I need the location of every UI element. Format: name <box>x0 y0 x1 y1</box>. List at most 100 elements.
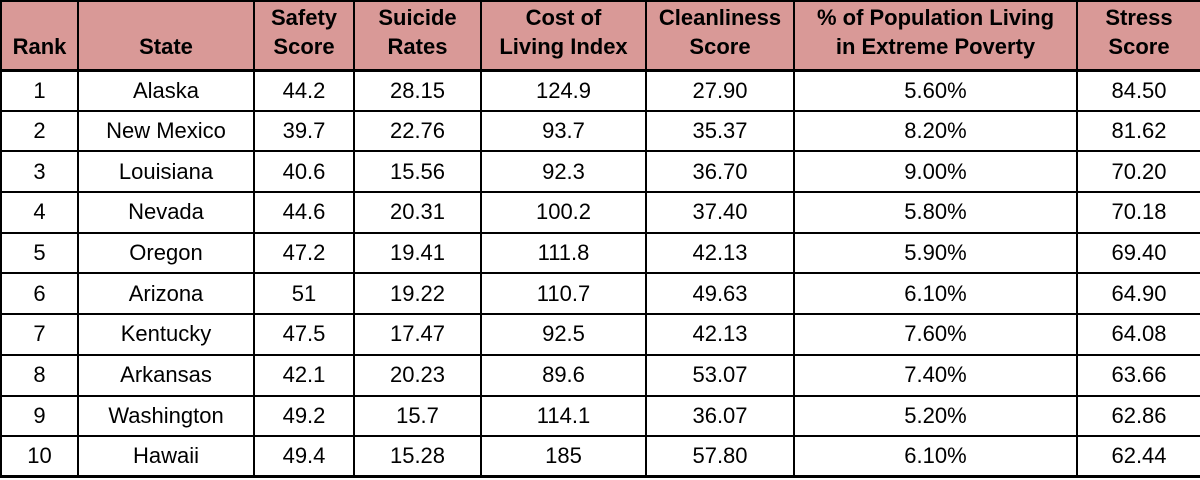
cell-pct-population-extreme-poverty: 5.20% <box>793 394 1078 438</box>
cell-safety-score: 49.2 <box>253 394 355 438</box>
cell-safety-score: 44.6 <box>253 191 355 234</box>
table-header-row: Rank State Safety Score Suicide Rates Cost o… <box>0 0 1200 72</box>
cell-safety-score: 47.5 <box>253 313 355 356</box>
column-header-suicide-rates: Suicide Rates <box>353 0 482 72</box>
cell-state: Nevada <box>77 191 255 234</box>
column-header-safety-score: Safety Score <box>253 0 355 72</box>
cell-cost-of-living-index: 114.1 <box>480 394 647 438</box>
table-row: 10 Hawaii 49.4 15.28 185 57.80 6.10% 62.44 <box>0 435 1200 478</box>
cell-state: New Mexico <box>77 109 255 153</box>
cell-cost-of-living-index: 92.5 <box>480 313 647 356</box>
cell-suicide-rates: 22.76 <box>353 109 482 153</box>
table-header: Rank State Safety Score Suicide Rates Cost o… <box>0 0 1200 72</box>
cell-cost-of-living-index: 124.9 <box>480 69 647 112</box>
cell-pct-population-extreme-poverty: 8.20% <box>793 109 1078 153</box>
cell-cost-of-living-index: 185 <box>480 435 647 478</box>
cell-suicide-rates: 20.31 <box>353 191 482 234</box>
cell-stress-score: 62.44 <box>1076 435 1200 478</box>
cell-suicide-rates: 15.28 <box>353 435 482 478</box>
cell-cleanliness-score: 37.40 <box>645 191 795 234</box>
cell-cleanliness-score: 53.07 <box>645 353 795 397</box>
column-header-cleanliness-score: Cleanliness Score <box>645 0 795 72</box>
cell-suicide-rates: 17.47 <box>353 313 482 356</box>
cell-cleanliness-score: 36.07 <box>645 394 795 438</box>
cell-state: Arkansas <box>77 353 255 397</box>
column-header-cost-of-living-index: Cost of Living Index <box>480 0 647 72</box>
cell-rank: 8 <box>0 353 79 397</box>
cell-state: Hawaii <box>77 435 255 478</box>
table-row: 9 Washington 49.2 15.7 114.1 36.07 5.20% 62.86 <box>0 394 1200 438</box>
cell-rank: 7 <box>0 313 79 356</box>
cell-safety-score: 39.7 <box>253 109 355 153</box>
cell-stress-score: 70.18 <box>1076 191 1200 234</box>
column-header-rank: Rank <box>0 0 79 72</box>
cell-rank: 10 <box>0 435 79 478</box>
cell-state: Louisiana <box>77 150 255 194</box>
cell-cleanliness-score: 57.80 <box>645 435 795 478</box>
cell-state: Arizona <box>77 272 255 316</box>
table-row: 7 Kentucky 47.5 17.47 92.5 42.13 7.60% 64.08 <box>0 313 1200 356</box>
cell-cleanliness-score: 36.70 <box>645 150 795 194</box>
cell-rank: 5 <box>0 231 79 275</box>
cell-rank: 4 <box>0 191 79 234</box>
cell-suicide-rates: 15.56 <box>353 150 482 194</box>
cell-suicide-rates: 19.41 <box>353 231 482 275</box>
cell-rank: 9 <box>0 394 79 438</box>
cell-cleanliness-score: 35.37 <box>645 109 795 153</box>
cell-cost-of-living-index: 110.7 <box>480 272 647 316</box>
cell-stress-score: 64.08 <box>1076 313 1200 356</box>
cell-rank: 1 <box>0 69 79 112</box>
cell-suicide-rates: 20.23 <box>353 353 482 397</box>
table-row: 5 Oregon 47.2 19.41 111.8 42.13 5.90% 69.40 <box>0 231 1200 275</box>
cell-stress-score: 64.90 <box>1076 272 1200 316</box>
table-row: 2 New Mexico 39.7 22.76 93.7 35.37 8.20% 81.62 <box>0 109 1200 153</box>
table-row: 8 Arkansas 42.1 20.23 89.6 53.07 7.40% 63.66 <box>0 353 1200 397</box>
cell-safety-score: 47.2 <box>253 231 355 275</box>
table-row: 1 Alaska 44.2 28.15 124.9 27.90 5.60% 84.50 <box>0 69 1200 112</box>
column-header-stress-score: Stress Score <box>1076 0 1200 72</box>
cell-cost-of-living-index: 111.8 <box>480 231 647 275</box>
cell-pct-population-extreme-poverty: 5.80% <box>793 191 1078 234</box>
cell-state: Alaska <box>77 69 255 112</box>
cell-cleanliness-score: 27.90 <box>645 69 795 112</box>
cell-pct-population-extreme-poverty: 6.10% <box>793 435 1078 478</box>
cell-pct-population-extreme-poverty: 6.10% <box>793 272 1078 316</box>
cell-stress-score: 62.86 <box>1076 394 1200 438</box>
cell-safety-score: 44.2 <box>253 69 355 112</box>
cell-cleanliness-score: 49.63 <box>645 272 795 316</box>
cell-pct-population-extreme-poverty: 7.40% <box>793 353 1078 397</box>
cell-state: Washington <box>77 394 255 438</box>
cell-stress-score: 70.20 <box>1076 150 1200 194</box>
cell-state: Kentucky <box>77 313 255 356</box>
cell-pct-population-extreme-poverty: 5.90% <box>793 231 1078 275</box>
cell-stress-score: 84.50 <box>1076 69 1200 112</box>
cell-pct-population-extreme-poverty: 7.60% <box>793 313 1078 356</box>
table-row: 3 Louisiana 40.6 15.56 92.3 36.70 9.00% 70.20 <box>0 150 1200 194</box>
cell-stress-score: 69.40 <box>1076 231 1200 275</box>
cell-rank: 6 <box>0 272 79 316</box>
cell-suicide-rates: 19.22 <box>353 272 482 316</box>
cell-safety-score: 49.4 <box>253 435 355 478</box>
cell-stress-score: 63.66 <box>1076 353 1200 397</box>
cell-stress-score: 81.62 <box>1076 109 1200 153</box>
cell-cost-of-living-index: 92.3 <box>480 150 647 194</box>
cell-cost-of-living-index: 100.2 <box>480 191 647 234</box>
cell-suicide-rates: 15.7 <box>353 394 482 438</box>
cell-pct-population-extreme-poverty: 9.00% <box>793 150 1078 194</box>
cell-cost-of-living-index: 89.6 <box>480 353 647 397</box>
cell-cleanliness-score: 42.13 <box>645 313 795 356</box>
cell-safety-score: 51 <box>253 272 355 316</box>
cell-safety-score: 42.1 <box>253 353 355 397</box>
column-header-state: State <box>77 0 255 72</box>
cell-rank: 2 <box>0 109 79 153</box>
cell-safety-score: 40.6 <box>253 150 355 194</box>
cell-pct-population-extreme-poverty: 5.60% <box>793 69 1078 112</box>
cell-cleanliness-score: 42.13 <box>645 231 795 275</box>
cell-suicide-rates: 28.15 <box>353 69 482 112</box>
column-header-pct-population-extreme-poverty: % of Population Living in Extreme Povert… <box>793 0 1078 72</box>
cell-state: Oregon <box>77 231 255 275</box>
table-body: 1 Alaska 44.2 28.15 124.9 27.90 5.60% 84.50 2 New… <box>0 69 1200 478</box>
table-row: 6 Arizona 51 19.22 110.7 49.63 6.10% 64.90 <box>0 272 1200 316</box>
cell-rank: 3 <box>0 150 79 194</box>
